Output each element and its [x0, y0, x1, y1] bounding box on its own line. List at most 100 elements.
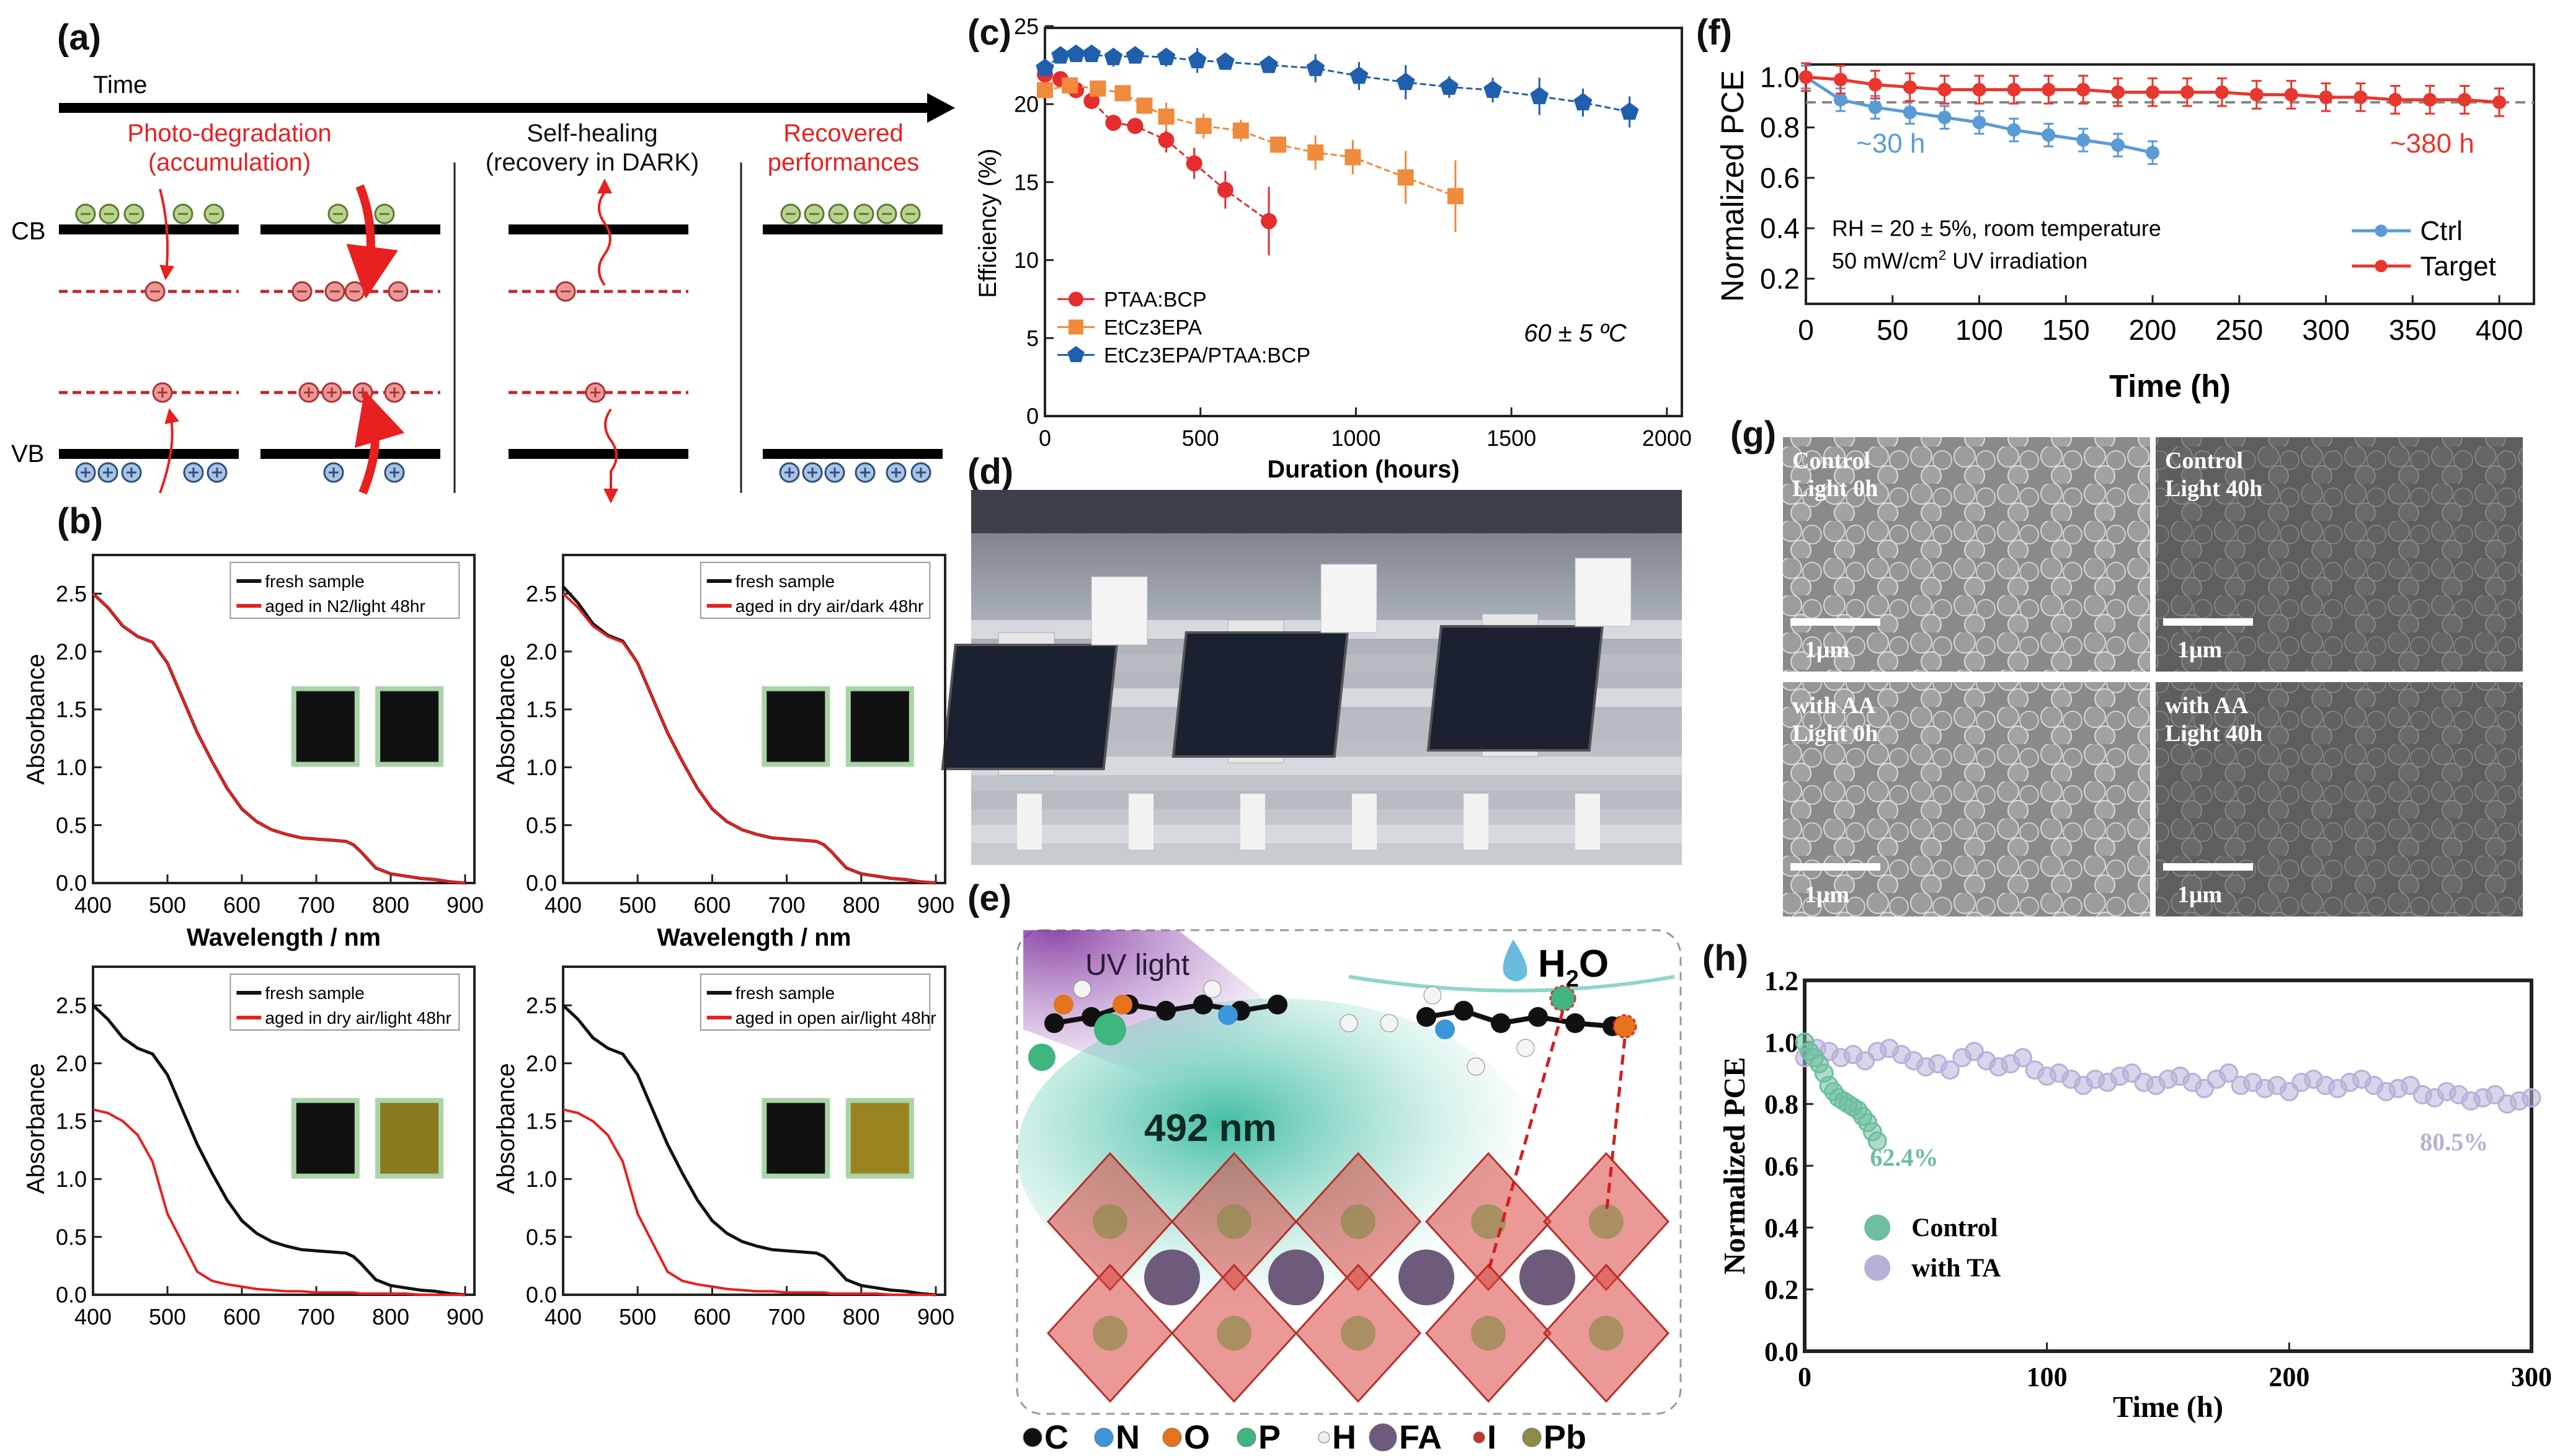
- legend-marker: [2375, 224, 2388, 237]
- y-tick-label: 1.5: [56, 697, 87, 722]
- panel-label-d: (d): [967, 451, 1013, 492]
- sample-photo: [767, 1103, 825, 1174]
- data-point-with-ta: [2219, 1063, 2239, 1083]
- x-tick-label: 700: [298, 892, 335, 918]
- rack-rail: [971, 825, 1682, 843]
- series-line-aged: [562, 592, 936, 884]
- rack-rail: [971, 791, 1682, 809]
- phosphorus-atom: [1094, 1013, 1126, 1045]
- data-point-square: [1069, 319, 1083, 335]
- data-point-pentagon: [1082, 44, 1101, 63]
- temperature-annotation: 60 ± 5 ºC: [1524, 319, 1627, 347]
- legend-label-n: N: [1116, 1419, 1140, 1456]
- sample-label-card: [1575, 557, 1632, 627]
- legend-label: PTAA:BCP: [1104, 288, 1207, 311]
- roof-shadow: [971, 490, 1682, 533]
- hydrogen-atom: [1516, 1039, 1535, 1057]
- data-point: [1833, 73, 1847, 87]
- legend-atom-icon-fa: [1369, 1423, 1397, 1452]
- sample-photo: [380, 1103, 439, 1174]
- data-point-pentagon: [1573, 92, 1593, 110]
- y-tick-label: 1.0: [1760, 61, 1800, 93]
- support-post: [1240, 794, 1265, 850]
- fa-cation: [1398, 1250, 1454, 1305]
- legend-marker: [1863, 1213, 1892, 1242]
- x-tick-label: 50: [1877, 314, 1908, 346]
- legend-label-pb: Pb: [1544, 1419, 1586, 1456]
- sem-label-sample: Control: [1792, 448, 1870, 474]
- data-point: [2007, 82, 2021, 97]
- phosphorus-atom: [1549, 985, 1576, 1012]
- support-post: [1352, 794, 1377, 850]
- heading-accumulation: (accumulation): [148, 149, 311, 176]
- y-tick-label: 20: [1014, 92, 1039, 117]
- data-point-pentagon: [1620, 102, 1639, 120]
- support-post: [1575, 794, 1600, 850]
- y-tick-label: 0.5: [56, 812, 87, 838]
- series-line: [1044, 84, 1456, 197]
- x-tick-label: 700: [298, 1304, 335, 1329]
- solar-module: [941, 644, 1118, 770]
- x-tick-label: 300: [2511, 1362, 2552, 1392]
- x-tick-label: 900: [917, 1304, 954, 1329]
- solar-module: [1171, 631, 1349, 758]
- x-tick-label: 250: [2215, 314, 2263, 346]
- data-point: [1903, 105, 1917, 120]
- sem-label-light: Light 0h: [1792, 721, 1878, 747]
- data-point-with-ta: [2013, 1048, 2033, 1068]
- legend-atom-icon-i: [1473, 1431, 1485, 1444]
- data-point: [2076, 133, 2091, 147]
- pb-atom: [1341, 1204, 1376, 1239]
- hydrogen-atom: [1203, 980, 1222, 998]
- pb-atom: [1471, 1204, 1506, 1239]
- x-tick-label: 0: [1798, 314, 1814, 346]
- heading-photo-degradation: Photo-degradation: [127, 120, 331, 147]
- oxygen-atom: [1054, 995, 1073, 1014]
- data-point-circle: [1127, 118, 1144, 135]
- condition-uv: 50 mW/cm2 UV irradiation: [1832, 247, 2087, 273]
- condition-uv-part: 2: [1939, 247, 1946, 263]
- data-point: [2215, 85, 2229, 99]
- x-tick-label: 800: [843, 1304, 880, 1329]
- pb-atom: [1471, 1316, 1506, 1351]
- carbon-atom: [1268, 995, 1287, 1014]
- legend-marker: [1863, 1253, 1892, 1282]
- data-point: [1903, 80, 1917, 94]
- heading-performances: performances: [768, 149, 920, 176]
- data-point-circle: [1217, 182, 1233, 198]
- legend-marker: [2375, 260, 2388, 273]
- y-tick-label: 0.8: [1760, 112, 1800, 144]
- chart-b2: 400 500 600 700 800 900 0.0 0.5 1.0 1.5 2.0 2.5 Wave…: [492, 554, 954, 951]
- time-label: Time: [93, 71, 147, 99]
- data-point: [2111, 138, 2125, 153]
- data-point-pentagon: [1530, 86, 1549, 104]
- pb-atom: [1589, 1316, 1624, 1351]
- x-tick-label: 150: [2042, 314, 2090, 346]
- solar-module: [1426, 625, 1604, 752]
- sem-label-light: Light 40h: [2165, 721, 2262, 747]
- data-point-circle: [1158, 131, 1175, 148]
- y-tick-label: 0: [1026, 404, 1039, 429]
- x-tick-label: 1500: [1487, 425, 1536, 451]
- data-point-square: [1270, 136, 1287, 153]
- panel-label-f: (f): [1696, 12, 1732, 53]
- plot-frame: [1805, 63, 2535, 305]
- data-point: [2284, 87, 2298, 102]
- x-tick-label: 500: [619, 1304, 656, 1329]
- x-tick-label: 100: [1955, 314, 2003, 346]
- x-tick-label: 1000: [1331, 425, 1380, 451]
- heading-recovery: (recovery in DARK): [486, 149, 700, 176]
- sem-label-sample: Control: [2165, 448, 2243, 474]
- data-point-pentagon: [1440, 77, 1459, 95]
- y-axis-label: Normalized PCE: [1715, 70, 1750, 302]
- y-tick-label: 0.5: [526, 812, 557, 838]
- nitrogen-atom: [1218, 1005, 1238, 1025]
- hydrogen-atom: [1423, 986, 1442, 1005]
- strong-trapping-arrow-icon: [354, 390, 405, 495]
- legend-label: Target: [2420, 251, 2496, 282]
- sample-label-card: [1320, 564, 1377, 633]
- data-point-pentagon: [1260, 55, 1278, 73]
- detrapping-wave-arrow-icon: [597, 179, 612, 286]
- legend-label: EtCz3EPA: [1104, 316, 1202, 339]
